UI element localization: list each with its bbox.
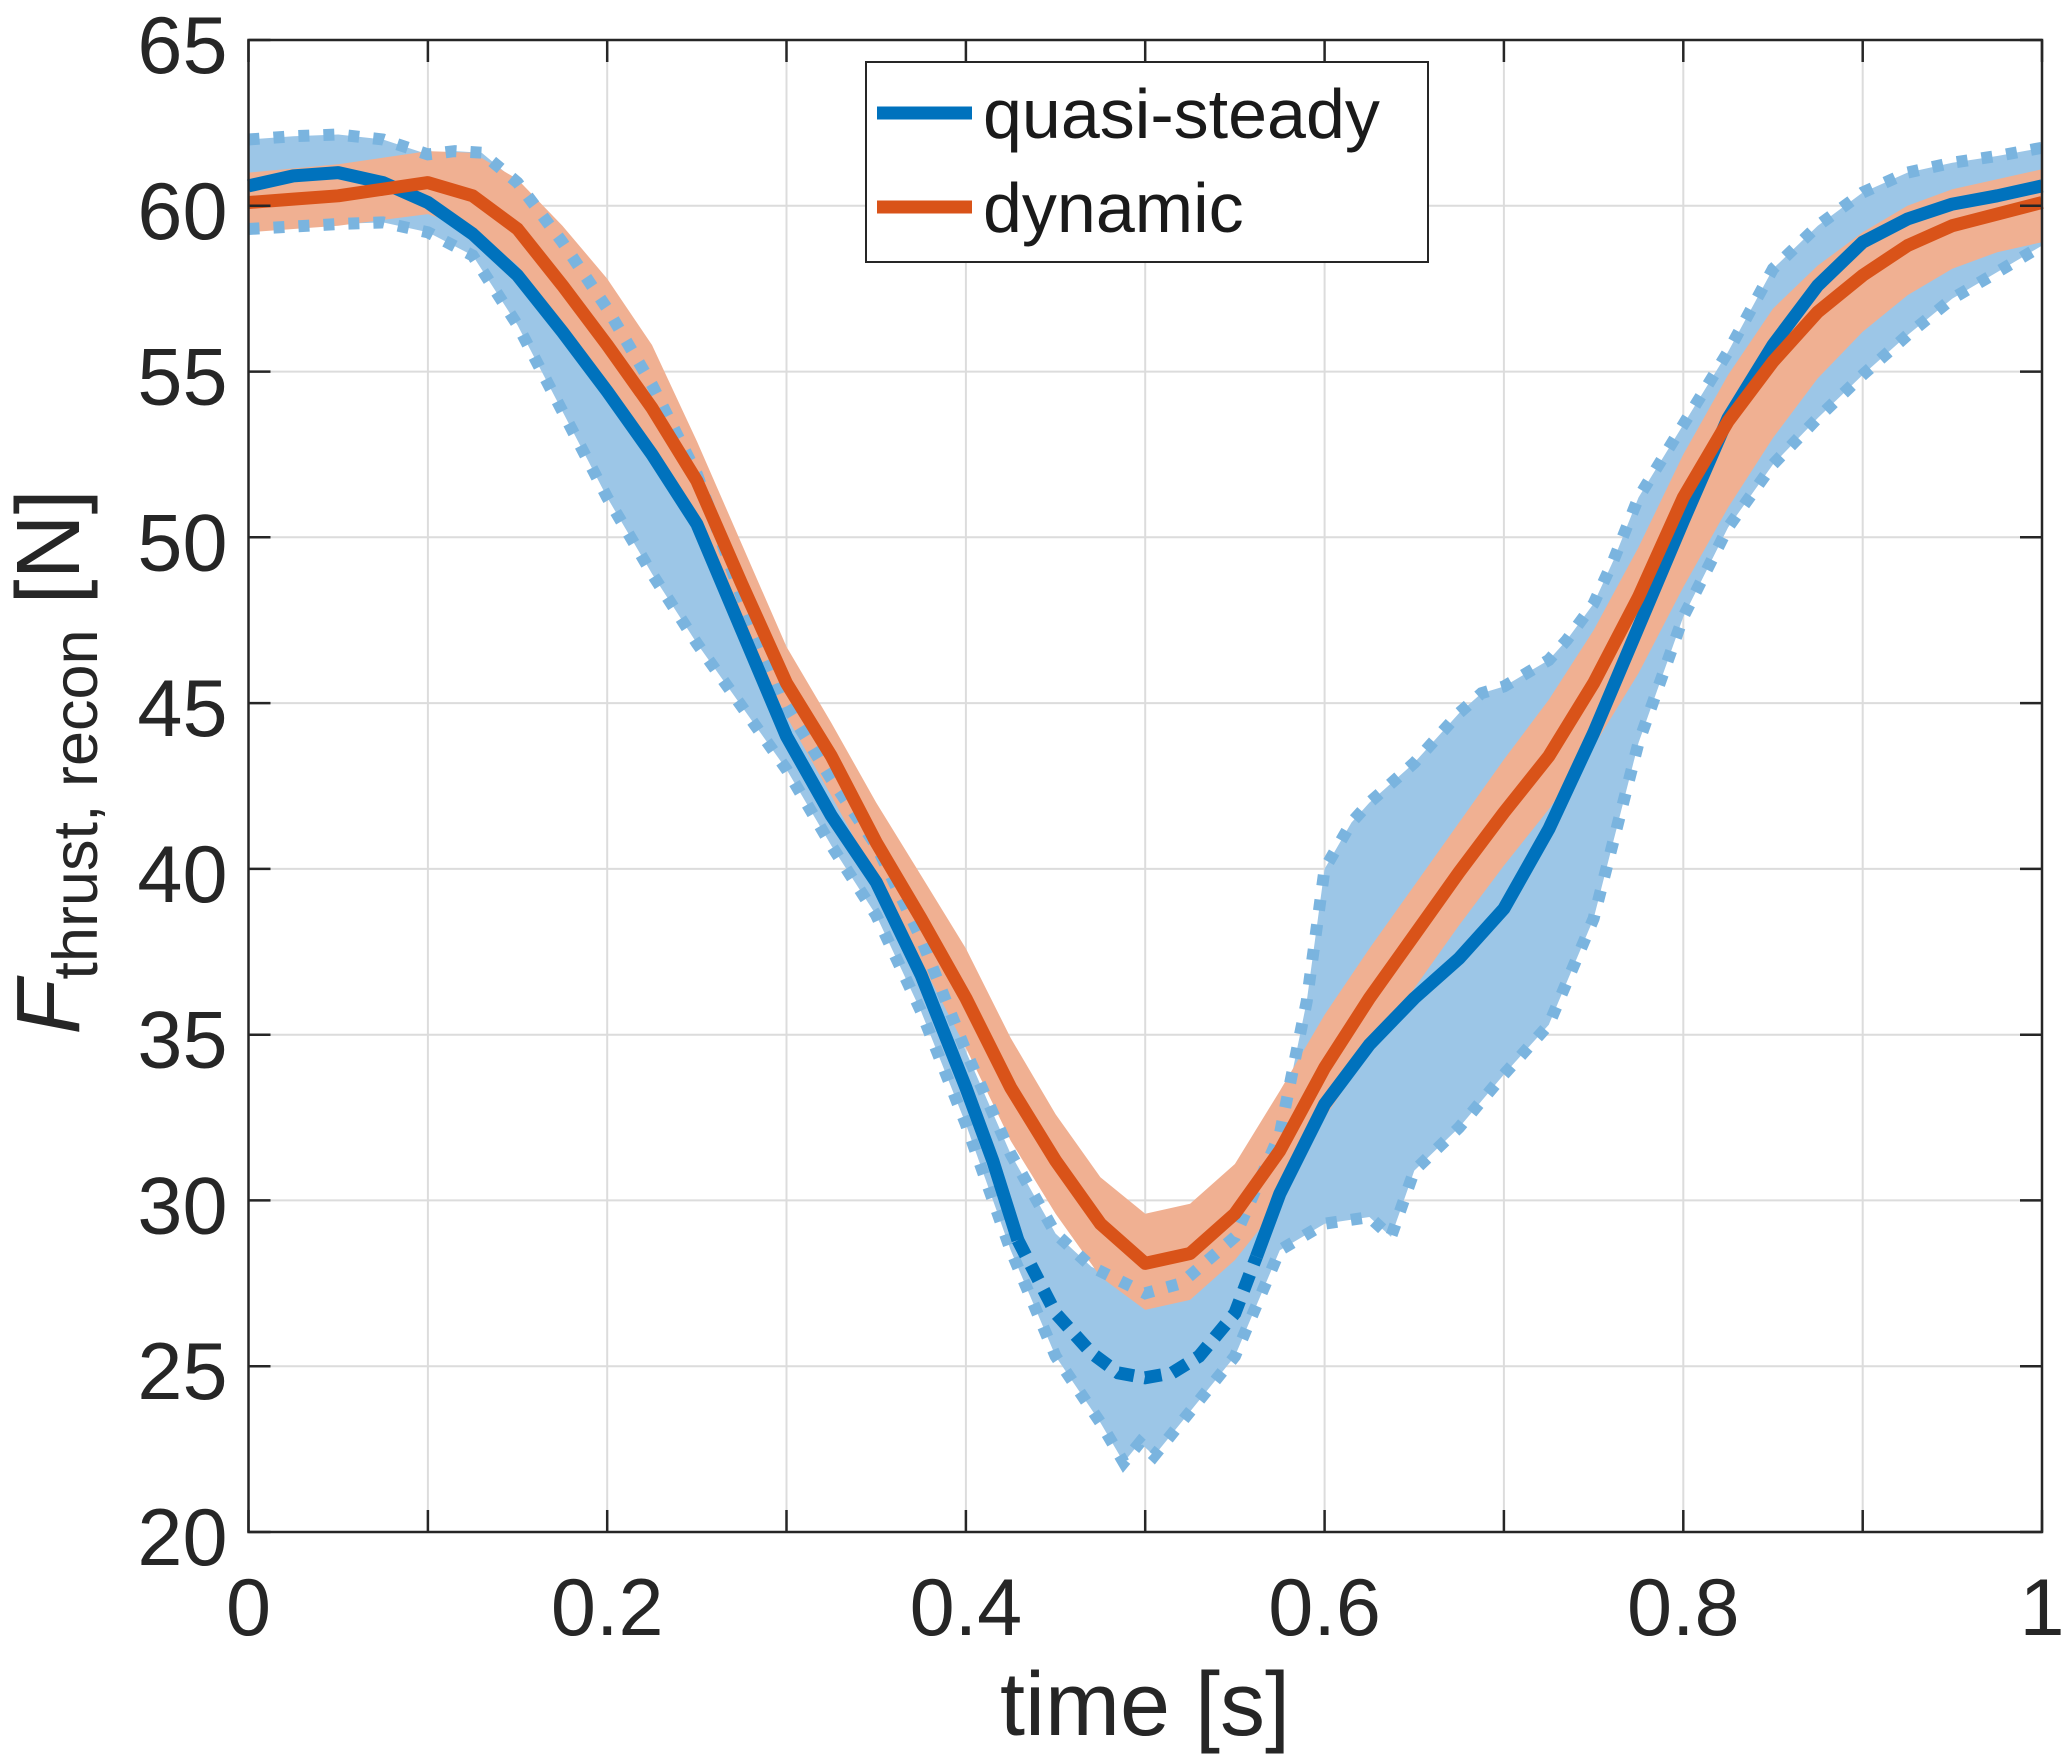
svg-text:0.2: 0.2: [551, 1563, 664, 1653]
svg-text:quasi-steady: quasi-steady: [983, 75, 1380, 153]
svg-text:60: 60: [137, 167, 227, 257]
svg-text:1: 1: [2019, 1563, 2064, 1653]
svg-text:20: 20: [137, 1493, 227, 1583]
svg-text:0.6: 0.6: [1268, 1563, 1381, 1653]
svg-text:40: 40: [137, 830, 227, 920]
svg-text:Fthrust, recon [N]: Fthrust, recon [N]: [0, 489, 111, 1034]
svg-text:0.4: 0.4: [910, 1563, 1023, 1653]
svg-text:35: 35: [137, 996, 227, 1086]
svg-text:25: 25: [137, 1327, 227, 1417]
svg-text:0.8: 0.8: [1627, 1563, 1740, 1653]
svg-text:30: 30: [137, 1161, 227, 1251]
svg-text:0: 0: [226, 1563, 271, 1653]
svg-text:55: 55: [137, 333, 227, 423]
svg-text:65: 65: [137, 1, 227, 91]
svg-text:45: 45: [137, 664, 227, 754]
svg-text:50: 50: [137, 498, 227, 588]
svg-text:time [s]: time [s]: [1000, 1655, 1290, 1755]
svg-text:dynamic: dynamic: [983, 169, 1244, 247]
